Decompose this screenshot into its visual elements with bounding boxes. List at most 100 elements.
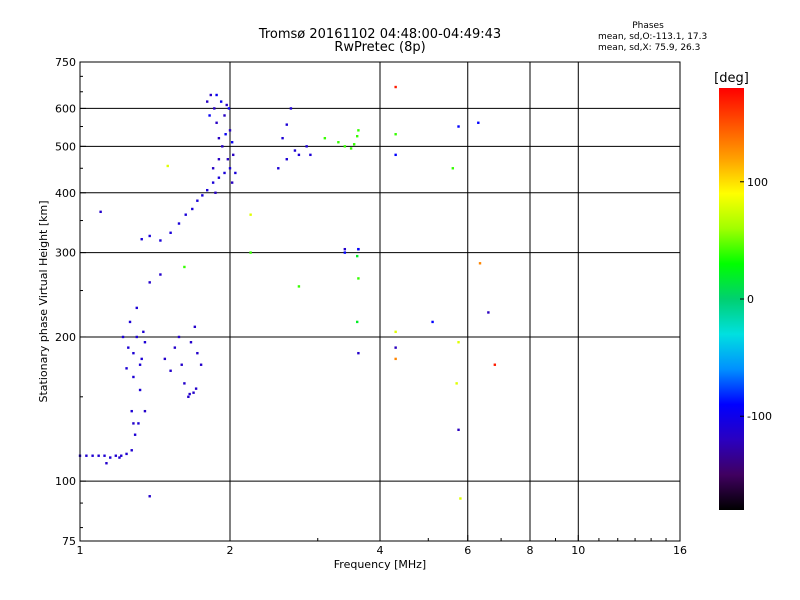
data-point <box>148 495 151 498</box>
colorbar-tick-label: 0 <box>747 293 754 306</box>
data-point <box>103 454 106 457</box>
data-point <box>135 335 138 339</box>
y-tick-label: 600 <box>55 102 76 115</box>
data-point <box>125 452 128 456</box>
data-point <box>184 213 187 216</box>
data-point <box>127 346 130 349</box>
axis-ticks: 1 2 4 6 8 10 16 75 100 200 300 400 500 600 750 <box>55 56 687 557</box>
data-point <box>487 311 490 314</box>
data-point <box>138 363 142 366</box>
data-point <box>177 335 181 339</box>
data-point <box>143 409 147 413</box>
data-point <box>219 100 223 103</box>
y-tick-label: 100 <box>55 475 76 488</box>
data-point <box>293 149 297 152</box>
data-points <box>78 85 497 500</box>
data-point <box>173 346 177 349</box>
data-point <box>478 262 482 265</box>
data-point <box>228 167 232 170</box>
data-point <box>297 285 301 288</box>
data-point <box>201 194 204 197</box>
data-point <box>394 85 397 89</box>
data-point <box>109 456 112 459</box>
x-tick-label: 8 <box>527 544 534 557</box>
data-point <box>357 351 360 355</box>
data-point <box>133 433 137 436</box>
data-point <box>140 237 143 241</box>
x-tick-label: 1 <box>77 544 84 557</box>
data-point <box>169 369 172 372</box>
phase-colorbar: [deg] 100 0 -100 <box>714 71 772 510</box>
data-point <box>232 153 235 157</box>
data-point <box>225 103 228 107</box>
phases-x-mode: mean, sd,X: 75.9, 26.3 <box>598 43 701 53</box>
data-point <box>196 199 199 202</box>
data-point <box>451 167 455 170</box>
data-point <box>249 213 252 216</box>
x-axis-label: Frequency [MHz] <box>334 558 426 571</box>
data-point <box>128 320 132 324</box>
data-point <box>169 231 172 234</box>
data-point <box>431 320 434 324</box>
data-point <box>97 454 100 457</box>
x-tick-label: 6 <box>464 544 471 557</box>
data-point <box>234 171 237 175</box>
data-point <box>148 234 151 238</box>
data-point <box>211 181 215 184</box>
data-point <box>187 395 190 399</box>
data-point <box>223 171 226 175</box>
data-point <box>99 210 102 214</box>
y-axis-label: Stationary phase Virtual Height [km] <box>37 200 50 402</box>
data-point <box>281 136 284 140</box>
data-point <box>132 351 135 355</box>
phases-heading: Phases <box>632 21 664 31</box>
data-point <box>211 167 215 170</box>
data-point <box>135 306 138 310</box>
data-point <box>249 251 252 254</box>
data-point <box>224 133 227 136</box>
x-tick-label: 16 <box>673 544 687 557</box>
data-point <box>217 136 221 140</box>
data-point <box>130 449 133 452</box>
data-point <box>357 277 360 280</box>
data-point <box>305 145 308 148</box>
data-point <box>189 341 193 344</box>
data-point <box>209 93 212 97</box>
data-point <box>357 247 360 251</box>
data-point <box>394 330 397 334</box>
data-point <box>457 341 460 344</box>
data-point <box>459 497 462 500</box>
data-point <box>289 107 293 110</box>
data-point <box>105 462 108 465</box>
colorbar-gradient <box>719 88 744 510</box>
data-point <box>205 188 209 192</box>
data-point <box>357 129 360 132</box>
data-point <box>343 251 347 254</box>
data-point <box>130 409 133 413</box>
data-point <box>455 382 458 385</box>
data-point <box>142 330 145 334</box>
data-point <box>285 123 288 126</box>
data-point <box>214 191 217 194</box>
data-point <box>138 388 142 392</box>
data-point <box>309 153 312 157</box>
data-point <box>349 147 353 150</box>
data-point <box>213 107 216 110</box>
data-point <box>91 454 94 457</box>
data-point <box>183 265 186 269</box>
data-point <box>166 164 169 168</box>
data-point <box>352 143 356 146</box>
data-point <box>140 357 143 361</box>
data-point <box>297 153 301 157</box>
data-point <box>85 454 88 457</box>
data-point <box>457 125 460 128</box>
chart-title-line-2: RwPretec (8p) <box>334 40 426 55</box>
data-point <box>180 363 183 366</box>
y-tick-label: 300 <box>55 247 76 260</box>
data-point <box>208 114 211 117</box>
data-point <box>230 181 234 184</box>
data-point <box>493 363 497 366</box>
data-point <box>143 341 147 344</box>
data-point <box>285 158 288 161</box>
data-point <box>227 107 231 110</box>
